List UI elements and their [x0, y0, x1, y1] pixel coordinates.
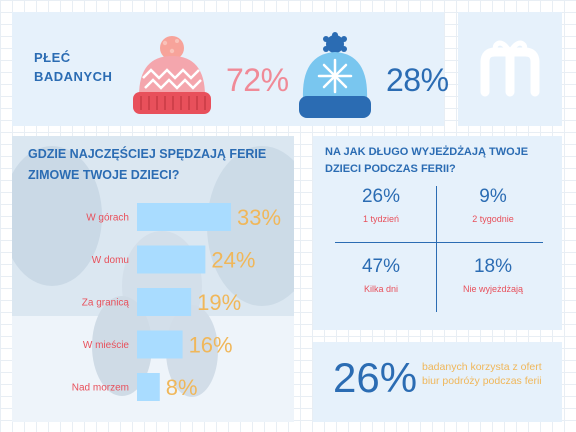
bar	[137, 373, 160, 401]
brand-logo-icon	[480, 40, 540, 97]
duration-pct: 47%	[361, 256, 401, 277]
duration-panel: NA JAK DŁUGO WYJEŻDŻAJĄ TWOJE DZIECI POD…	[313, 136, 562, 330]
travel-agency-panel: 26% badanych korzysta z ofert biur podró…	[313, 342, 562, 422]
duration-label: Nie wyjeżdżają	[462, 284, 524, 294]
bar	[137, 245, 206, 274]
duration-divider-vertical	[436, 186, 437, 312]
bar-category-label: W domu	[92, 255, 129, 266]
bar-category-label: Nad morzem	[72, 383, 129, 394]
duration-pct: 9%	[479, 186, 507, 207]
bar	[137, 288, 192, 316]
places-chart-title: GDZIE NAJCZĘŚCIEJ SPĘDZAJĄ FERIE ZIMOWE …	[28, 147, 267, 182]
duration-pct: 18%	[473, 256, 513, 277]
male-percentage: 28%	[386, 62, 449, 98]
bar-value-label: 16%	[189, 333, 233, 358]
duration-divider-horizontal	[335, 242, 543, 243]
duration-title: NA JAK DŁUGO WYJEŻDŻAJĄ TWOJE DZIECI POD…	[325, 146, 529, 175]
bar	[137, 330, 183, 359]
duration-pct: 26%	[361, 186, 401, 207]
bar-value-label: 8%	[166, 375, 198, 400]
duration-label: 2 tygodnie	[472, 214, 514, 224]
bar-value-label: 24%	[211, 248, 255, 273]
duration-cell-few-days: 47% Kilka dni	[331, 256, 431, 294]
gender-label: PŁEĆ BADANYCH	[34, 50, 113, 84]
duration-cell-2-weeks: 9% 2 tygodnie	[443, 186, 543, 224]
travel-agency-percentage: 26%	[333, 354, 418, 401]
bar-value-label: 33%	[237, 205, 281, 230]
bar	[137, 203, 231, 231]
duration-label: Kilka dni	[363, 284, 399, 294]
travel-agency-text: badanych korzysta z ofert biur podróży p…	[422, 361, 542, 387]
female-percentage: 72%	[226, 62, 289, 98]
bar-category-label: W mieście	[83, 340, 130, 351]
duration-cell-1-week: 26% 1 tydzień	[331, 186, 431, 224]
duration-label: 1 tydzień	[362, 214, 400, 224]
bar-category-label: W górach	[86, 213, 129, 224]
logo-panel	[458, 12, 562, 126]
bar-category-label: Za granicą	[82, 298, 130, 309]
duration-cell-no-travel: 18% Nie wyjeżdżają	[443, 256, 543, 294]
gender-panel: PŁEĆ BADANYCH 72%	[12, 12, 449, 126]
places-bar-chart: W górach 33% W domu 24% Za granicą 19% W mieśc…	[72, 203, 281, 401]
pink-winter-hat-icon	[133, 36, 211, 114]
blue-winter-hat-icon	[299, 32, 371, 118]
bar-value-label: 19%	[197, 290, 241, 315]
places-panel: GDZIE NAJCZĘŚCIEJ SPĘDZAJĄ FERIE ZIMOWE …	[12, 136, 294, 422]
